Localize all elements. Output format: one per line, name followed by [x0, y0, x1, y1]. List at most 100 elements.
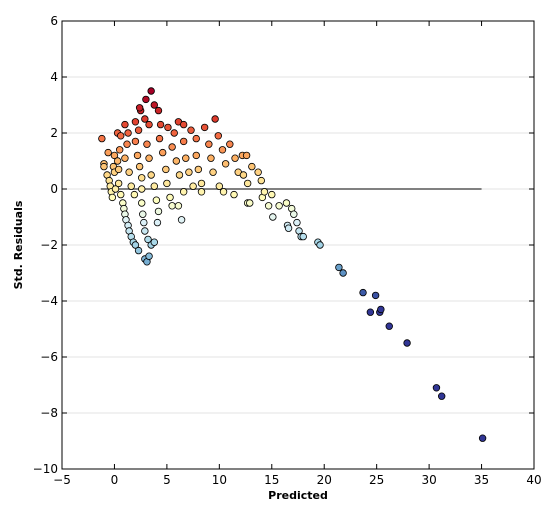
data-point	[124, 129, 132, 137]
data-point	[125, 168, 133, 176]
data-point	[359, 288, 367, 297]
x-tick-label: 30	[421, 473, 436, 487]
data-point	[175, 171, 184, 179]
y-axis-label: Std. Residuals	[12, 200, 25, 289]
data-point	[179, 137, 188, 146]
data-point	[145, 154, 153, 162]
data-point	[192, 151, 200, 160]
data-point	[154, 207, 163, 216]
data-point	[130, 190, 139, 199]
data-point	[138, 185, 146, 193]
data-point	[218, 146, 227, 154]
data-point	[403, 339, 411, 347]
data-point	[478, 434, 487, 442]
data-point	[239, 171, 248, 179]
data-point	[366, 308, 375, 316]
data-point	[200, 123, 209, 132]
data-point	[194, 165, 203, 174]
data-point	[215, 182, 224, 190]
data-point	[123, 140, 131, 148]
data-point	[275, 202, 283, 210]
data-point	[335, 263, 343, 272]
data-point	[147, 171, 155, 179]
data-point	[226, 140, 234, 148]
data-point	[163, 179, 171, 188]
data-point	[385, 322, 393, 330]
x-tick-label: 15	[264, 473, 279, 487]
data-point	[219, 188, 228, 196]
data-point	[140, 218, 148, 227]
data-point	[221, 160, 230, 168]
data-point	[133, 151, 142, 160]
data-point	[293, 218, 301, 227]
data-point	[144, 235, 152, 244]
y-tick-label: −10	[33, 462, 58, 476]
data-point	[316, 241, 324, 249]
x-tick-label: 20	[317, 473, 332, 487]
data-point	[179, 120, 188, 129]
x-tick-label: 40	[526, 473, 541, 487]
data-point	[248, 162, 256, 171]
data-point	[282, 199, 291, 207]
data-point	[150, 238, 159, 246]
data-point	[168, 143, 176, 151]
data-point	[145, 120, 153, 129]
data-point	[231, 154, 239, 162]
data-point	[168, 202, 176, 210]
data-point	[205, 140, 213, 148]
data-point	[147, 87, 155, 95]
data-point	[284, 224, 293, 232]
data-point	[121, 154, 129, 162]
data-point	[134, 126, 143, 134]
data-point	[185, 168, 193, 176]
data-point	[187, 126, 195, 134]
data-point	[242, 151, 251, 160]
data-point	[156, 120, 165, 129]
data-point	[114, 179, 123, 188]
x-tick-label: 0	[111, 473, 119, 487]
data-point	[142, 95, 150, 104]
data-point	[153, 218, 162, 227]
data-point	[154, 106, 163, 115]
data-point	[164, 123, 172, 132]
y-tick-label: 2	[50, 126, 58, 140]
data-point	[192, 134, 200, 143]
data-point	[113, 157, 122, 165]
data-points	[98, 87, 487, 442]
data-point	[177, 216, 186, 224]
y-tick-label: 4	[50, 70, 58, 84]
y-tick-label: −2	[40, 238, 58, 252]
data-point	[141, 115, 149, 123]
x-axis-label: Predicted	[268, 489, 328, 502]
data-point	[182, 154, 190, 162]
data-point	[269, 213, 277, 221]
data-point	[211, 115, 219, 123]
x-tick-label: 5	[163, 473, 171, 487]
data-point	[299, 232, 307, 241]
data-point	[166, 193, 174, 202]
data-point	[115, 146, 124, 154]
data-point	[197, 188, 206, 196]
y-tick-label: 0	[50, 182, 58, 196]
y-tick-label: −6	[40, 350, 58, 364]
data-point	[214, 132, 222, 140]
data-point	[162, 165, 170, 174]
data-point	[243, 179, 252, 188]
data-point	[207, 154, 215, 162]
data-point	[290, 210, 298, 218]
data-point	[131, 137, 140, 146]
data-point	[135, 162, 144, 171]
data-point	[135, 104, 144, 112]
data-point	[268, 190, 276, 199]
y-tick-label: −8	[40, 406, 58, 420]
data-point	[179, 188, 188, 196]
x-tick-label: 10	[212, 473, 227, 487]
data-point	[104, 148, 112, 157]
x-tick-label: 35	[474, 473, 489, 487]
data-point	[143, 140, 151, 148]
data-point	[110, 151, 119, 160]
data-point	[209, 168, 217, 176]
data-point	[230, 190, 238, 199]
data-point	[121, 120, 129, 129]
